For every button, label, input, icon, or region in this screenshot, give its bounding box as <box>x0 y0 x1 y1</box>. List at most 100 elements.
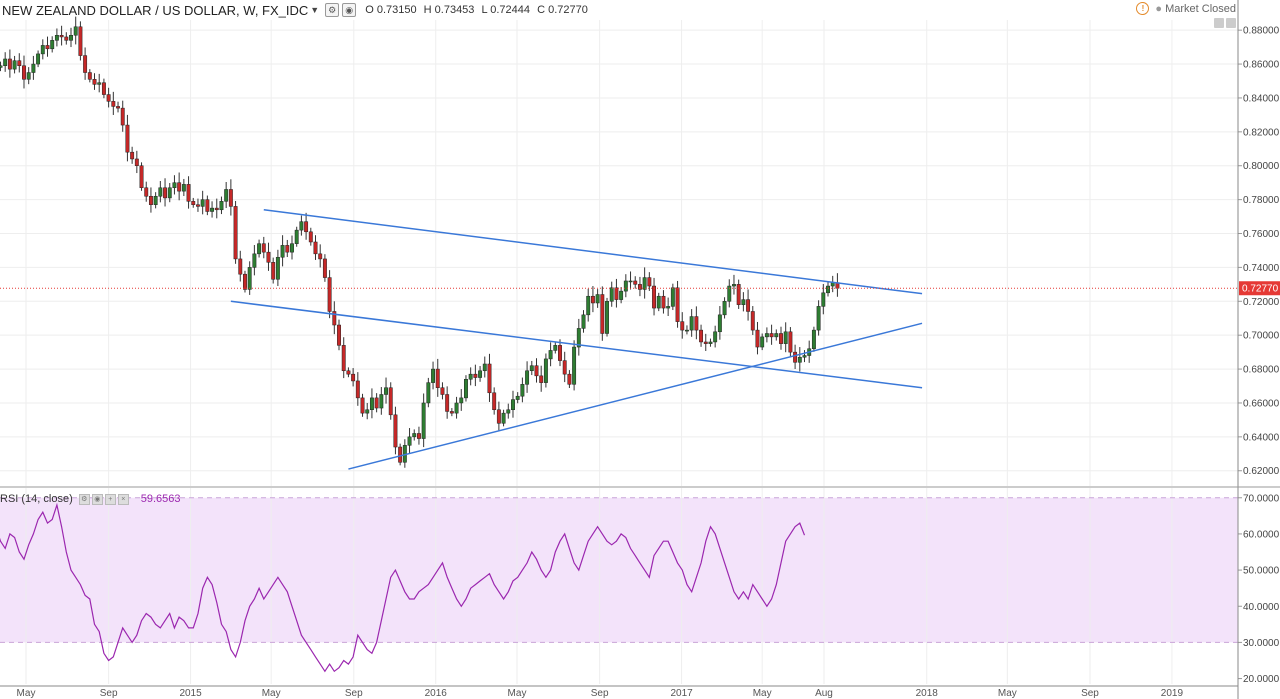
market-status: ! ● Market Closed <box>1136 2 1236 15</box>
last-price-label: 0.72770 <box>1242 284 1279 295</box>
candle-body <box>196 204 200 207</box>
add-icon[interactable]: + <box>104 493 116 505</box>
candle-body <box>64 36 69 41</box>
symbol-title[interactable]: NEW ZEALAND DOLLAR / US DOLLAR, W, FX_ID… <box>2 2 309 18</box>
candle-body <box>468 373 473 380</box>
candle-body <box>816 306 821 331</box>
candle-body <box>233 206 238 260</box>
candle-body <box>134 158 139 166</box>
pane-maximize-icon[interactable] <box>1214 18 1224 28</box>
x-tick-label: May <box>262 688 281 699</box>
x-tick-label: 2018 <box>916 688 939 699</box>
chevron-down-icon[interactable]: ▼ <box>310 5 320 15</box>
candle-body <box>101 82 106 95</box>
hide-icon[interactable]: ◉ <box>91 493 103 505</box>
market-status-label: Market Closed <box>1165 2 1236 15</box>
candle-body <box>22 65 26 80</box>
settings-icon[interactable]: ⚙ <box>325 3 340 17</box>
low-value: L 0.72444 <box>481 4 531 16</box>
candle-body <box>120 107 125 126</box>
candle-body <box>431 368 436 383</box>
candle-body <box>163 187 167 199</box>
candle-body <box>750 311 755 331</box>
pane-close-icon[interactable] <box>1226 18 1236 28</box>
candle-body <box>360 397 365 414</box>
candle-body <box>642 277 647 290</box>
candle-body <box>614 287 619 300</box>
candle-body <box>605 301 609 334</box>
candle-body <box>590 295 595 304</box>
candle-body <box>426 382 431 404</box>
x-tick-label: May <box>17 688 36 699</box>
candle-body <box>59 35 64 38</box>
candle-body <box>351 373 356 382</box>
candle-body <box>492 392 497 410</box>
price-pane[interactable] <box>0 16 1238 470</box>
candle-body <box>158 187 163 197</box>
candle-body <box>205 199 210 212</box>
candle-body <box>111 101 116 107</box>
candle-body <box>106 94 111 102</box>
candle-body <box>31 63 36 73</box>
rsi-header: RSI (14, close) ⚙ ◉ + × 59.6563 <box>0 492 181 506</box>
candle-body <box>529 365 534 372</box>
rsi-line <box>0 502 806 673</box>
candle-body <box>623 280 628 292</box>
candle-body <box>219 201 224 211</box>
candle-body <box>243 273 247 290</box>
rsi-pane[interactable] <box>0 502 806 673</box>
grid <box>0 20 1238 684</box>
candle-body <box>45 45 50 50</box>
candle-body <box>153 195 158 205</box>
candle-body <box>261 243 266 253</box>
candle-body <box>811 329 816 349</box>
rsi-band <box>0 497 1238 643</box>
close-icon[interactable]: × <box>117 493 129 505</box>
candle-body <box>294 229 299 244</box>
candle-body <box>365 409 370 414</box>
x-tick-label: Sep <box>345 688 363 699</box>
candle-body <box>148 195 153 205</box>
candle-body <box>506 409 511 414</box>
candle-body <box>515 395 520 400</box>
candle-body <box>520 384 525 397</box>
candle-body <box>322 258 327 278</box>
settings-icon[interactable]: ⚙ <box>78 493 90 505</box>
candle-body <box>384 387 388 395</box>
x-tick-label: May <box>753 688 772 699</box>
candle-body <box>144 187 149 197</box>
candle-body <box>369 397 374 410</box>
candle-body <box>539 375 544 383</box>
candle-body <box>200 199 205 207</box>
candle-body <box>337 324 341 346</box>
candle-body <box>17 60 22 67</box>
candle-body <box>685 329 689 332</box>
candle-body <box>783 331 788 344</box>
candle-body <box>727 285 732 302</box>
candle-body <box>69 35 73 41</box>
pane-controls <box>1214 18 1236 28</box>
candle-body <box>445 394 450 412</box>
x-tick-label: 2019 <box>1161 688 1184 699</box>
candle-body <box>139 165 144 189</box>
candle-body <box>125 124 130 153</box>
y-tick-label: 0.70000 <box>1243 331 1280 342</box>
hide-icon[interactable]: ◉ <box>342 3 357 17</box>
candle-body <box>40 45 45 55</box>
candle-body <box>0 65 3 68</box>
rsi-value: 59.6563 <box>140 493 181 505</box>
candle-body <box>670 287 675 307</box>
rsi-label[interactable]: RSI (14, close) <box>0 493 73 505</box>
candle-body <box>788 331 793 353</box>
candle-body <box>826 285 830 294</box>
candle-body <box>299 221 304 231</box>
y-tick-label: 0.86000 <box>1243 60 1280 71</box>
y-tick-label: 0.82000 <box>1243 127 1280 138</box>
candle-body <box>318 253 323 260</box>
candle-body <box>572 346 577 385</box>
candle-body <box>652 285 656 309</box>
chart-header: NEW ZEALAND DOLLAR / US DOLLAR, W, FX_ID… <box>0 0 1000 20</box>
alert-icon: ! <box>1136 2 1150 15</box>
x-tick-label: May <box>998 688 1017 699</box>
